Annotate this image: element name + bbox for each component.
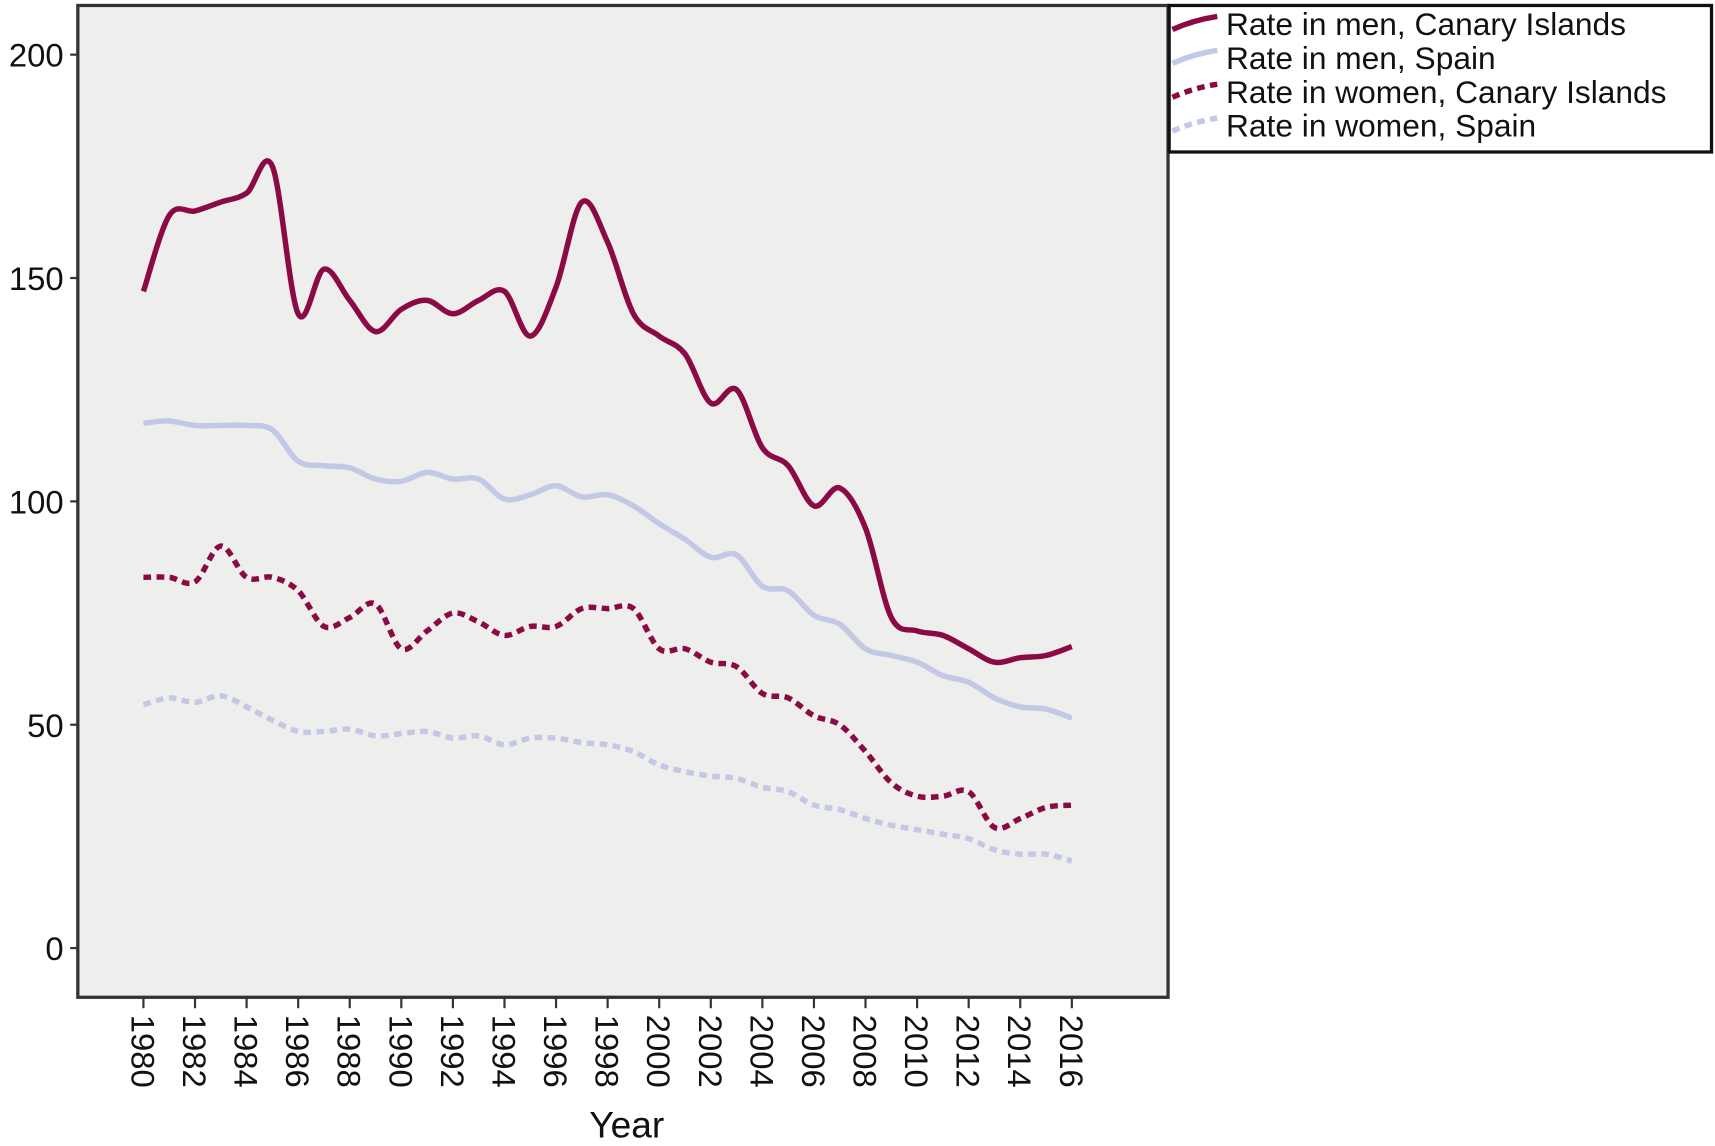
x-tick-label: 2004 [743, 1015, 780, 1088]
legend-swatch [1171, 13, 1218, 33]
legend-label: Rate in women, Canary Islands [1226, 74, 1667, 110]
x-tick-label: 1994 [485, 1015, 522, 1088]
x-tick-label: 1988 [331, 1015, 368, 1088]
x-tick-label: 2008 [846, 1015, 883, 1088]
legend-label: Rate in men, Spain [1226, 40, 1496, 76]
y-tick-label: 200 [9, 37, 64, 74]
x-tick-label: 2006 [795, 1015, 832, 1088]
x-tick-label: 2014 [1001, 1015, 1038, 1088]
y-tick-label: 50 [27, 707, 63, 744]
legend-label: Rate in women, Spain [1226, 108, 1536, 144]
y-tick-label: 0 [45, 930, 63, 967]
x-tick-label: 1992 [434, 1015, 471, 1088]
x-tick-label: 1980 [124, 1015, 161, 1088]
x-tick-label: 2016 [1053, 1015, 1090, 1088]
x-tick-label: 1982 [176, 1015, 213, 1088]
series-line-3 [143, 543, 1073, 832]
series-line-4 [142, 692, 1073, 864]
x-tick-label: 1990 [382, 1015, 419, 1088]
series-line-2 [143, 418, 1073, 721]
x-tick-label: 2002 [692, 1015, 729, 1088]
x-tick-label: 2010 [898, 1015, 935, 1088]
legend-swatch [1171, 115, 1218, 134]
legend-swatch [1171, 47, 1218, 66]
x-tick-label: 1996 [537, 1015, 574, 1088]
x-tick-label: 1984 [228, 1015, 265, 1088]
legend-swatch [1171, 81, 1218, 100]
legend-label: Rate in men, Canary Islands [1226, 6, 1626, 42]
y-tick-label: 150 [9, 260, 64, 297]
x-tick-label: 1986 [279, 1015, 316, 1088]
x-tick-label: 1998 [589, 1015, 626, 1088]
y-tick-label: 100 [9, 483, 64, 520]
series-line-1 [140, 158, 1073, 666]
x-axis-label: Year [589, 1103, 664, 1145]
x-tick-label: 2000 [640, 1015, 677, 1088]
x-tick-label: 2012 [950, 1015, 987, 1088]
